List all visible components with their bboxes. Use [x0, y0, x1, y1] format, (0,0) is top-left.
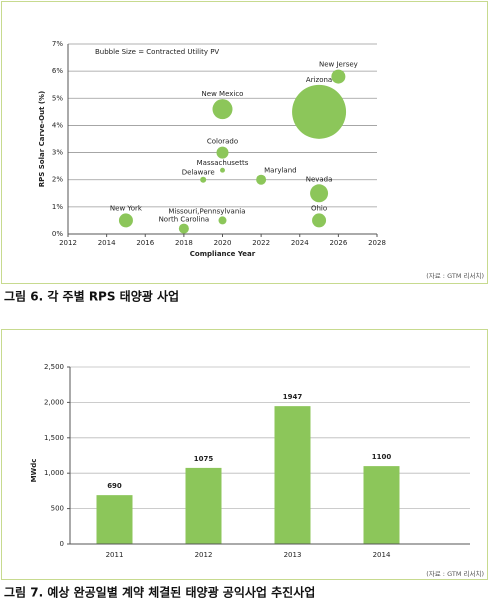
point-label: Delaware — [182, 169, 215, 177]
bubble — [220, 167, 225, 173]
point-label: Arizona — [306, 76, 332, 84]
y-tick-label: 2,500 — [44, 363, 64, 371]
x-axis-title: Compliance Year — [190, 250, 256, 258]
x-tick-label: 2012 — [195, 551, 213, 559]
caption: 그림 7. 예상 완공일별 계약 체결된 태양광 공익사업 추진사업 — [4, 585, 315, 600]
x-tick-label: 2014 — [373, 551, 391, 559]
bubble — [292, 84, 347, 139]
point-label: Missouri, North Carolina — [159, 208, 210, 224]
x-tick-label: 2011 — [106, 551, 124, 559]
annotation: Bubble Size = Contracted Utility PV — [95, 48, 219, 56]
bubble — [216, 146, 229, 159]
value-label: 690 — [107, 482, 122, 490]
x-tick-label: 2012 — [59, 239, 77, 247]
y-tick-label: 2,000 — [44, 398, 64, 406]
bar — [185, 467, 222, 544]
x-tick-label: 2018 — [175, 239, 193, 247]
bubble — [218, 216, 227, 225]
x-tick-label: 2026 — [329, 239, 347, 247]
x-tick-label: 2028 — [368, 239, 386, 247]
y-axis-title: MWdc — [30, 459, 38, 483]
bubble — [331, 69, 346, 84]
x-tick-label: 2014 — [98, 239, 116, 247]
y-tick-label: 5% — [52, 94, 63, 102]
y-tick-label: 0% — [52, 230, 63, 238]
bubble — [256, 174, 267, 185]
y-axis-title: RPS Solar Carve-Out (%) — [38, 91, 46, 188]
x-tick-label: 2024 — [291, 239, 309, 247]
bar — [274, 406, 311, 544]
x-tick-label: 2013 — [284, 551, 302, 559]
point-label: Colorado — [207, 138, 238, 146]
point-label: New Mexico — [202, 90, 244, 98]
bubble — [312, 213, 327, 228]
bubble — [212, 99, 233, 120]
bubble — [310, 184, 329, 203]
bubble — [118, 213, 133, 228]
figure-frame — [1, 1, 488, 284]
point-label: Pennsylvania — [200, 207, 246, 215]
y-tick-label: 2% — [52, 176, 63, 184]
point-label: New York — [110, 204, 143, 212]
x-tick-label: 2022 — [252, 239, 270, 247]
point-label: Maryland — [264, 167, 296, 175]
y-tick-label: 0 — [60, 540, 64, 548]
point-label: Nevada — [306, 175, 333, 183]
bubble — [178, 223, 189, 234]
x-tick-label: 2020 — [214, 239, 232, 247]
value-label: 1100 — [372, 453, 392, 461]
y-tick-label: 7% — [52, 40, 63, 48]
value-label: 1075 — [194, 455, 214, 463]
point-label: Massachusetts — [197, 159, 249, 167]
bar — [96, 495, 133, 544]
point-label: New Jersey — [319, 61, 358, 69]
bubble — [200, 176, 207, 183]
x-tick-label: 2016 — [136, 239, 154, 247]
y-tick-label: 1,000 — [44, 469, 64, 477]
bar — [363, 466, 400, 544]
y-tick-label: 6% — [52, 67, 63, 75]
point-label: Ohio — [311, 204, 327, 212]
y-tick-label: 4% — [52, 121, 63, 129]
y-tick-label: 1,500 — [44, 434, 64, 442]
source: (자료 : GTM 리서치) — [426, 271, 484, 280]
y-tick-label: 500 — [51, 505, 64, 513]
value-label: 1947 — [283, 393, 303, 401]
caption: 그림 6. 각 주별 RPS 태양광 사업 — [4, 289, 179, 304]
y-tick-label: 3% — [52, 149, 63, 157]
y-tick-label: 1% — [52, 203, 63, 211]
figure-frame — [1, 329, 488, 580]
source: (자료 : GTM 리서치) — [426, 569, 484, 578]
